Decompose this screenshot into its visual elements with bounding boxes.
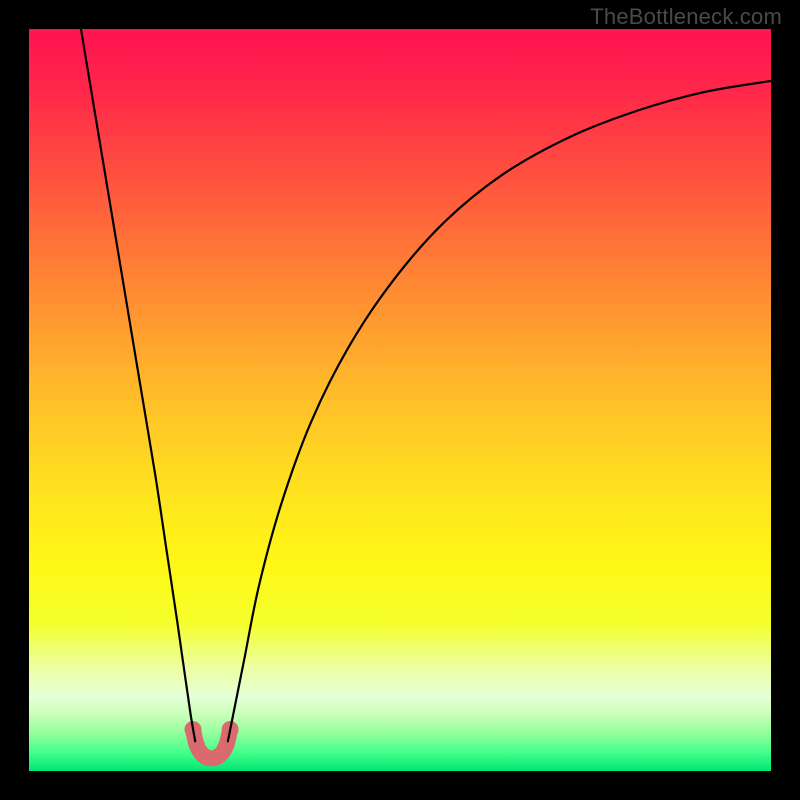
source-watermark: TheBottleneck.com <box>590 4 782 30</box>
curve-layer <box>29 29 771 771</box>
bottleneck-curve-right <box>228 81 771 741</box>
bottleneck-curve-left <box>81 29 195 741</box>
chart-frame: TheBottleneck.com <box>0 0 800 800</box>
plot-area <box>29 29 771 771</box>
